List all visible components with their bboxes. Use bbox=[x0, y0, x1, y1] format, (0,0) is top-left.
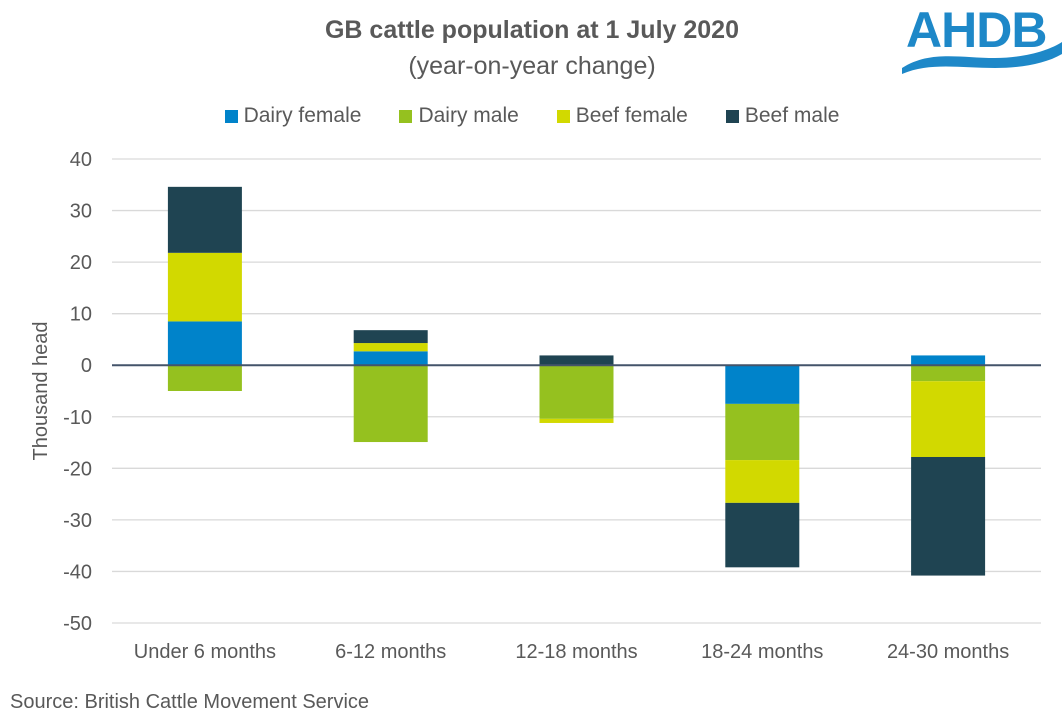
bar-segment-beef-female bbox=[353, 343, 428, 352]
ahdb-logo: AHDB bbox=[902, 2, 1062, 74]
source-note: Source: British Cattle Movement Service bbox=[10, 691, 370, 713]
bar-segment-beef-female bbox=[725, 460, 800, 503]
bar-segment-beef-female bbox=[167, 252, 242, 322]
legend-label: Dairy male bbox=[418, 104, 519, 127]
y-tick-label: -40 bbox=[63, 561, 92, 583]
legend-item: Beef female bbox=[556, 104, 688, 128]
legend-swatch bbox=[556, 109, 570, 123]
bar-segment-beef-female bbox=[539, 418, 614, 423]
y-tick-label: -30 bbox=[63, 510, 92, 532]
legend-swatch bbox=[399, 109, 413, 123]
bar-segment-dairy-male bbox=[167, 365, 242, 391]
bar-segment-dairy-female bbox=[911, 355, 986, 366]
chart-legend: Dairy female Dairy male Beef female Beef ma… bbox=[0, 104, 1064, 128]
x-tick-label: 12-18 months bbox=[515, 641, 637, 663]
legend-swatch bbox=[224, 109, 238, 123]
logo-wave-icon bbox=[902, 42, 1062, 74]
bar-segment-dairy-female bbox=[353, 351, 428, 366]
chart-title: GB cattle population at 1 July 2020 bbox=[324, 16, 739, 44]
y-tick-label: 30 bbox=[70, 201, 92, 223]
bar-segment-dairy-male bbox=[539, 365, 614, 419]
y-axis-label: Thousand head bbox=[30, 321, 52, 460]
bar-segment-beef-male bbox=[725, 502, 800, 568]
y-tick-label: 0 bbox=[81, 355, 92, 377]
legend-item: Beef male bbox=[725, 104, 840, 128]
bar-segment-beef-male bbox=[539, 355, 614, 366]
bar-segment-dairy-male bbox=[353, 365, 428, 443]
y-tick-label: -50 bbox=[63, 613, 92, 635]
x-tick-label: Under 6 months bbox=[134, 641, 276, 663]
legend-swatch bbox=[725, 109, 739, 123]
bar-segment-dairy-male bbox=[911, 365, 986, 382]
x-tick-label: 18-24 months bbox=[701, 641, 823, 663]
legend-item: Dairy female bbox=[224, 104, 362, 128]
legend-label: Beef male bbox=[744, 104, 840, 127]
bar-segment-dairy-female bbox=[167, 321, 242, 366]
bar-segment-beef-male bbox=[911, 456, 986, 576]
y-tick-label: -10 bbox=[63, 407, 92, 429]
chart-subtitle: (year-on-year change) bbox=[408, 52, 656, 80]
legend-label: Beef female bbox=[575, 104, 688, 127]
bar-segment-beef-male bbox=[353, 330, 428, 344]
logo-text: AHDB bbox=[906, 2, 1046, 58]
bar-segment-beef-male bbox=[167, 186, 242, 253]
y-tick-label: 40 bbox=[70, 149, 92, 171]
x-tick-label: 24-30 months bbox=[887, 641, 1009, 663]
y-tick-label: 10 bbox=[70, 304, 92, 326]
x-tick-label: 6-12 months bbox=[335, 641, 446, 663]
y-tick-label: 20 bbox=[70, 252, 92, 274]
legend-item: Dairy male bbox=[399, 104, 519, 128]
bar-segment-dairy-male bbox=[725, 403, 800, 461]
bar-segment-dairy-female bbox=[725, 365, 800, 404]
y-tick-label: -20 bbox=[63, 458, 92, 480]
legend-label: Dairy female bbox=[243, 104, 362, 127]
bar-segment-beef-female bbox=[911, 381, 986, 457]
